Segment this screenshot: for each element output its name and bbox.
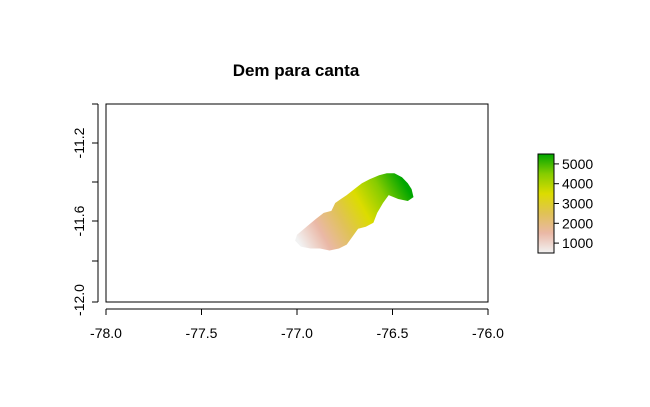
x-axis: -78.0 -77.5 -77.0 -76.5 -76.0	[90, 308, 504, 341]
x-tick-label: -76.5	[377, 325, 409, 341]
chart-title: Dem para canta	[233, 61, 360, 80]
x-tick-label: -78.0	[90, 325, 122, 341]
y-tick-label: -11.2	[71, 127, 87, 158]
watershed-raster	[295, 173, 414, 251]
x-tick-label: -77.0	[281, 325, 313, 341]
y-tick-label: -12.0	[71, 284, 87, 316]
y-axis: -11.2 -11.6 -12.0	[71, 103, 99, 316]
legend-color-bar	[537, 153, 555, 254]
elevation-legend: 5000 4000 3000 2000 1000	[537, 153, 593, 254]
x-tick-label: -77.5	[186, 325, 218, 341]
legend-tick-label: 2000	[562, 215, 593, 231]
legend-tick-label: 4000	[562, 176, 593, 192]
legend-tick-label: 5000	[562, 156, 593, 172]
x-tick-label: -76.0	[472, 325, 504, 341]
elevation-raster	[295, 173, 414, 251]
plot-frame	[105, 103, 489, 303]
legend-tick-label: 1000	[562, 235, 593, 251]
legend-tick-label: 3000	[562, 196, 593, 212]
y-tick-label: -11.6	[71, 205, 87, 236]
